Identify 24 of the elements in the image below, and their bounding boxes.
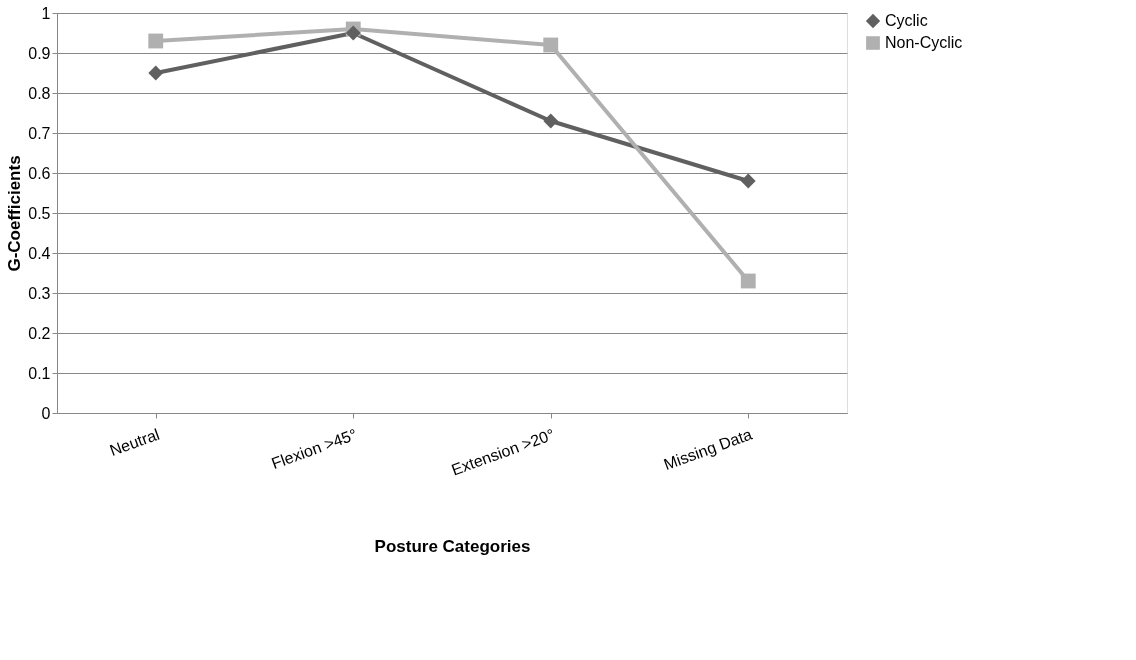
y-tick-label: 0.6 bbox=[28, 164, 51, 182]
point bbox=[148, 65, 164, 81]
legend-label: Non-Cyclic bbox=[885, 34, 963, 51]
y-tick-label: 0.5 bbox=[28, 204, 51, 222]
point bbox=[740, 273, 756, 289]
point bbox=[345, 25, 361, 41]
y-tick-label: 0 bbox=[41, 404, 51, 422]
legend-label: Cyclic bbox=[885, 12, 928, 29]
y-tick-label: 1 bbox=[41, 4, 51, 22]
point bbox=[740, 173, 756, 189]
y-tick-label: 0.9 bbox=[28, 44, 51, 62]
x-tick-label: Missing Data bbox=[661, 425, 755, 474]
y-tick-label: 0.7 bbox=[28, 124, 51, 142]
point bbox=[543, 113, 559, 129]
y-tick-label: 0.4 bbox=[28, 244, 51, 262]
y-axis-title: G-Coefficients bbox=[5, 155, 25, 272]
point bbox=[148, 33, 164, 49]
point bbox=[543, 37, 559, 53]
x-axis-title: Posture Categories bbox=[374, 536, 531, 556]
y-tick-label: 0.1 bbox=[28, 364, 51, 382]
y-tick-label: 0.2 bbox=[28, 324, 51, 342]
y-tick-label: 0.3 bbox=[28, 284, 51, 302]
x-tick-label: Flexion >45° bbox=[269, 425, 360, 473]
y-tick-label: 0.8 bbox=[28, 84, 51, 102]
